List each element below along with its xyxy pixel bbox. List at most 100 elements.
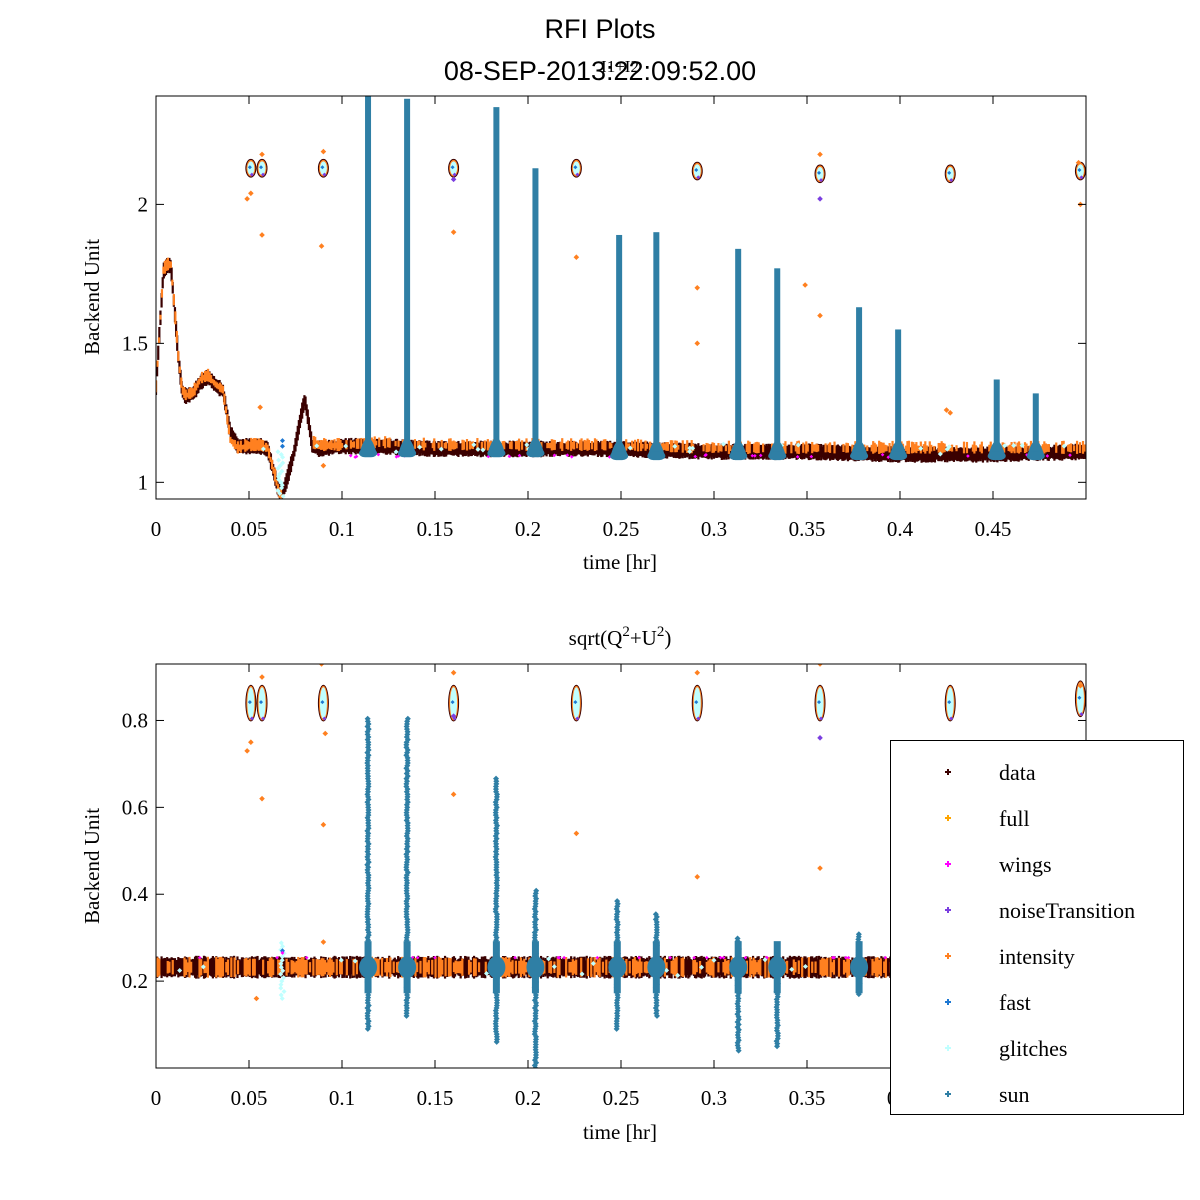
glitch-point (279, 957, 285, 963)
plot-sqrt-q2-u2-ylabel: Backend Unit (80, 808, 104, 924)
legend-marker-fast (945, 999, 951, 1005)
wings-point (280, 950, 285, 955)
intensity-outlier (320, 148, 327, 155)
noise-transition-outlier (450, 176, 457, 183)
intensity-outlier (694, 340, 701, 347)
intensity-outlier (253, 995, 260, 1002)
intensity-outlier (318, 664, 325, 667)
wings-point (552, 453, 557, 458)
glitch-point (795, 442, 801, 448)
intensity-outlier (573, 254, 580, 260)
y-tick-label: 1 (138, 470, 149, 494)
wings-point (637, 955, 641, 960)
sun-spike-foot (608, 956, 627, 979)
sun-spike (735, 248, 742, 458)
legend-marker-stroke (947, 953, 949, 959)
plot-sqrt-q2-u2-xlabel: time [hr] (583, 1120, 657, 1144)
x-tick-label: 0.35 (789, 517, 826, 541)
sun-point (404, 715, 411, 722)
wings-point (595, 955, 600, 960)
wings-point (668, 955, 673, 960)
glitch-point (276, 477, 282, 483)
glitch-point (278, 982, 284, 988)
legend-label: data (999, 760, 1036, 785)
y-tick-label: 0.2 (122, 969, 148, 993)
sun-spike (493, 107, 500, 455)
legend-marker-stroke (947, 907, 949, 913)
intensity-outlier (817, 865, 823, 871)
intensity-outlier (320, 939, 327, 945)
glitch-point (1011, 442, 1017, 448)
intensity-outlier (248, 190, 254, 197)
glitch-point (546, 956, 552, 962)
sun-spike (856, 307, 863, 458)
intensity-outlier (817, 664, 823, 667)
glitch-point (579, 971, 585, 977)
intensity-outlier (248, 739, 254, 745)
wings-point (795, 455, 800, 459)
intensity-outlier (318, 243, 325, 249)
wings-point (704, 453, 708, 457)
cal-cluster-fast (450, 700, 455, 705)
cal-cluster-noise (322, 716, 327, 721)
glitch-point (937, 451, 943, 457)
legend-item-fast: fast (891, 988, 1185, 1018)
sun-spike-foot (647, 451, 666, 461)
cal-cluster-noise (1079, 175, 1084, 180)
glitch-point (664, 967, 670, 973)
cal-cluster-noise (696, 716, 701, 721)
cal-cluster-noise (575, 172, 580, 177)
legend-label: full (999, 806, 1030, 831)
plot-sqrt-q2-u2: 00.050.10.150.20.250.30.350.40.20.40.60.… (80, 624, 1087, 1144)
glitch-point (278, 479, 284, 485)
x-tick-label: 0.15 (417, 1086, 454, 1110)
glitch-point (278, 964, 284, 970)
cal-cluster-noise (1079, 712, 1084, 717)
intensity-outlier (259, 151, 265, 158)
glitch-point (675, 972, 681, 978)
cal-cluster-fast (320, 165, 325, 170)
wings-point (376, 452, 381, 457)
plot-i1-i2: 0 0.05 0.1 0.15 0.2 0.25 0.3 0.35 0.4 0.45 1 1.5 2 I… (80, 57, 1087, 574)
glitch-point (480, 447, 486, 453)
glitch-point (627, 445, 633, 451)
plot-i1-i2-title: I1+I2 (601, 57, 639, 76)
cal-cluster-noise (322, 172, 327, 177)
sun-spike-foot (729, 451, 748, 461)
glitch-point (1061, 443, 1067, 449)
glitch-point (690, 445, 696, 451)
x-tick-label: 0.3 (701, 517, 727, 541)
wings-point (348, 453, 353, 458)
intensity-outlier (802, 282, 808, 288)
cal-cluster-fast (817, 170, 822, 175)
intensity-outlier (450, 229, 457, 235)
cal-cluster-noise (249, 716, 254, 721)
intensity-outlier (694, 284, 701, 291)
cal-cluster-fast (1077, 695, 1082, 700)
glitch-point (278, 992, 284, 998)
cal-cluster-fast (573, 700, 578, 705)
cal-cluster-fast (1077, 168, 1082, 173)
plot-i1-i2-ylabel: Backend Unit (80, 239, 104, 355)
glitch-point (524, 442, 530, 448)
y-tick-label: 1.5 (122, 331, 148, 355)
legend-item-intensity: intensity (891, 942, 1185, 972)
glitch-point (200, 964, 206, 970)
wings-point (753, 453, 757, 458)
intensity-outlier (817, 312, 823, 319)
glitch-point (393, 449, 399, 455)
cal-cluster-fast (817, 700, 822, 705)
glitch-point (279, 468, 285, 474)
noise-transition-outlier (817, 735, 823, 741)
sun-point (614, 898, 621, 905)
sun-spike-foot (987, 451, 1006, 461)
glitch-point (276, 457, 282, 463)
cal-cluster-noise (261, 172, 266, 177)
legend-item-glitches: glitches (891, 1034, 1185, 1064)
legend-item-full: full (891, 804, 1185, 834)
intensity-outlier (259, 674, 265, 680)
x-tick-label: 0.1 (329, 517, 355, 541)
wings-point (831, 955, 835, 960)
legend-label: sun (999, 1082, 1030, 1107)
wings-point (396, 454, 401, 458)
